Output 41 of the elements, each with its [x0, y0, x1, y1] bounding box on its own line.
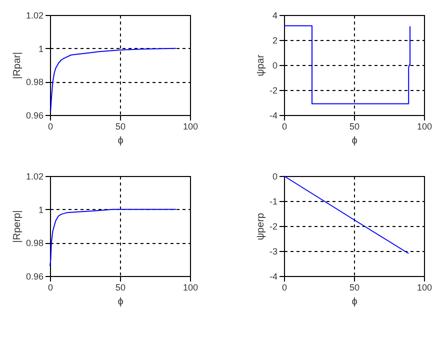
y-tick-label: 2	[272, 36, 278, 46]
y-tick-label: 0.96	[26, 272, 44, 282]
y-tick-label: 1	[38, 44, 44, 54]
y-tick-label: -4	[269, 110, 278, 120]
x-tick-label: 50	[349, 122, 360, 132]
x-axis-title: ϕ	[352, 296, 358, 308]
y-tick-label: -4	[269, 272, 278, 282]
y-tick-label: 0	[272, 60, 278, 70]
y-tick-label: 0	[272, 172, 278, 182]
y-axis-title: ψpar	[256, 54, 266, 76]
y-axis-title: ψperp	[256, 212, 266, 240]
y-tick-label: 1.02	[26, 172, 44, 182]
x-axis-title: ϕ	[118, 136, 124, 146]
line-series	[50, 208, 176, 266]
y-tick-label: 0.98	[26, 238, 44, 248]
x-tick-label: 100	[182, 122, 198, 132]
y-tick-label: 1.02	[26, 10, 44, 20]
x-tick-label: 100	[416, 122, 432, 132]
x-tick-label: 0	[282, 282, 288, 292]
x-tick-label: 50	[115, 122, 126, 132]
x-axis-title: ϕ	[118, 296, 124, 308]
y-axis-title: |Rpar|	[12, 52, 23, 79]
line-series	[284, 25, 410, 104]
x-tick-label: 0	[48, 282, 54, 292]
x-axis-title: ϕ	[352, 136, 358, 146]
line-series	[50, 48, 176, 110]
y-tick-label: -2	[269, 222, 278, 232]
y-axis-title: |Rperp|	[12, 210, 23, 243]
y-tick-label: -3	[269, 246, 278, 256]
y-tick-label: 4	[272, 10, 278, 20]
y-tick-label: -2	[269, 86, 278, 96]
x-tick-label: 100	[416, 282, 432, 292]
y-tick-label: -1	[269, 196, 278, 206]
x-tick-label: 0	[282, 122, 288, 132]
y-tick-label: 0.98	[26, 77, 44, 88]
x-tick-label: 0	[48, 122, 54, 132]
y-tick-label: 1	[38, 204, 44, 215]
x-tick-label: 50	[349, 282, 360, 292]
x-tick-label: 100	[182, 282, 198, 292]
y-tick-label: 0.96	[26, 110, 44, 120]
x-tick-label: 50	[115, 282, 126, 292]
